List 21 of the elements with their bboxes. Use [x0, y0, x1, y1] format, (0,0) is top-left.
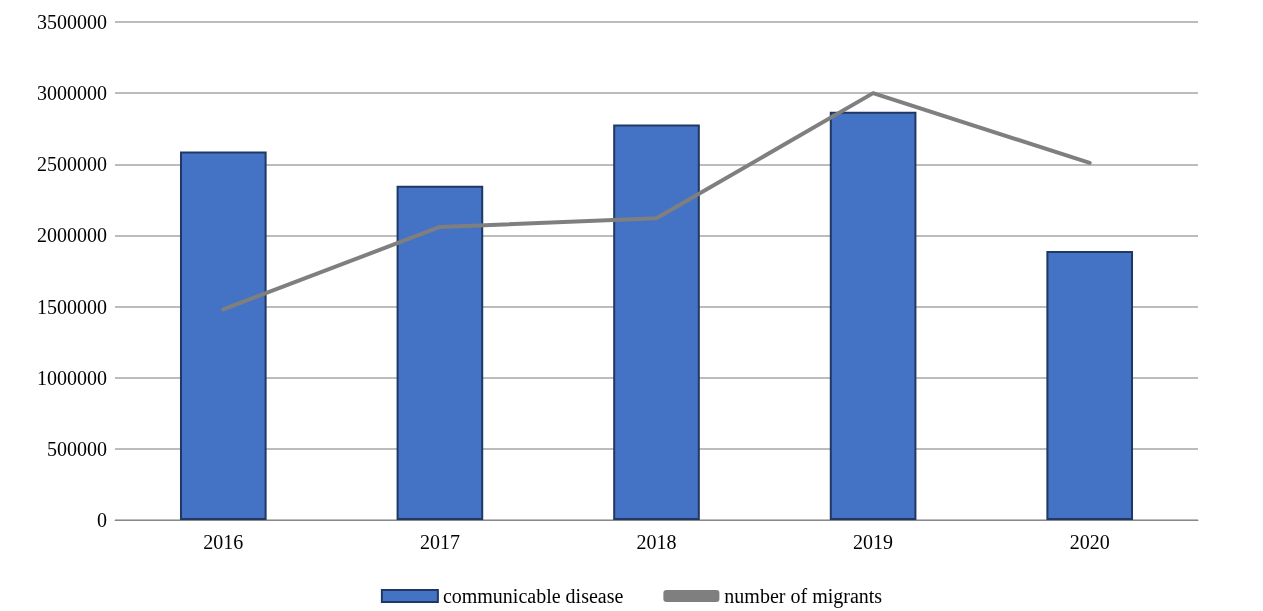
y-tick-label: 3500000 — [37, 11, 107, 33]
x-tick-label: 2017 — [419, 531, 460, 553]
x-tick-label: 2019 — [853, 531, 894, 553]
x-tick-label: 2020 — [1069, 531, 1110, 553]
y-tick-label: 3000000 — [37, 82, 107, 105]
y-tick-label: 500000 — [47, 437, 107, 460]
bar — [1046, 251, 1134, 520]
y-tick-label: 0 — [97, 509, 107, 531]
y-tick-label: 1500000 — [37, 295, 107, 318]
y-tick-label: 2000000 — [37, 224, 107, 247]
y-tick-label: 1000000 — [37, 366, 107, 389]
bar — [829, 111, 917, 520]
legend-label: number of migrants — [724, 585, 883, 608]
bar — [613, 124, 700, 520]
legend-label: communicable disease — [442, 585, 624, 607]
bar — [179, 151, 267, 520]
line-series — [221, 91, 1092, 312]
x-tick-label: 2018 — [636, 531, 677, 553]
x-tick-label: 2016 — [203, 531, 244, 553]
y-tick-label: 2500000 — [37, 153, 107, 176]
bar — [396, 185, 484, 520]
